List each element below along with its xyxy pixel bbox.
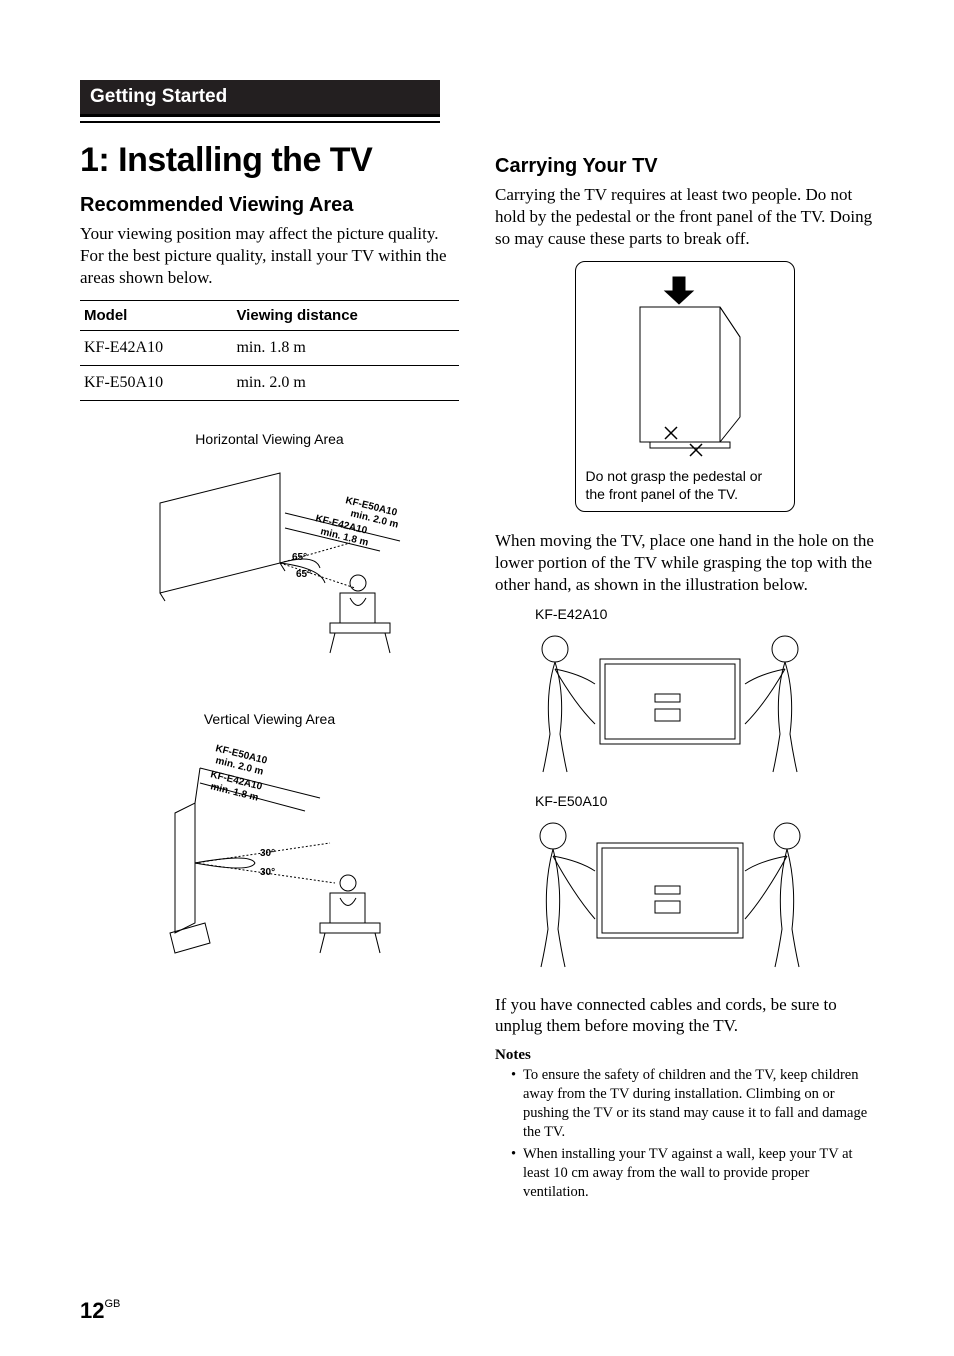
carry-body-2: When moving the TV, place one hand in th… [495,530,874,595]
table-row: KF-E42A10 min. 1.8 m [80,331,459,366]
table-row: KF-E50A10 min. 2.0 m [80,366,459,401]
warning-box: Do not grasp the pedestal or the front p… [575,261,795,512]
page-number: 12GB [80,1298,120,1324]
carry-svg-50 [525,811,815,971]
carry-body-1: Carrying the TV requires at least two pe… [495,184,874,249]
horizontal-caption: Horizontal Viewing Area [195,431,343,447]
angle-v-1: 30° [260,848,275,859]
cell-dist: min. 2.0 m [232,366,459,401]
page-region: GB [104,1298,120,1310]
col-model: Model [80,301,232,331]
content-columns: 1: Installing the TV Recommended Viewing… [80,141,874,1206]
note-item: To ensure the safety of children and the… [511,1066,874,1141]
vertical-svg: KF-E50A10 min. 2.0 m KF-E42A10 min. 1.8 … [120,733,420,993]
left-column: 1: Installing the TV Recommended Viewing… [80,141,459,1206]
angle-v-2: 30° [260,867,275,878]
warning-text: Do not grasp the pedestal or the front p… [586,468,784,503]
note-item: When installing your TV against a wall, … [511,1145,874,1202]
notes-heading: Notes [495,1047,874,1064]
viewing-table: Model Viewing distance KF-E42A10 min. 1.… [80,300,459,401]
cell-model: KF-E50A10 [80,366,232,401]
vertical-diagram: Vertical Viewing Area [80,711,459,993]
section-underline [80,121,440,123]
right-column: Carrying Your TV Carrying the TV require… [495,141,874,1206]
page-num-value: 12 [80,1298,104,1323]
recommended-heading: Recommended Viewing Area [80,194,459,217]
section-header: Getting Started [80,80,440,117]
horizontal-diagram: Horizontal Viewing Area [80,431,459,683]
carry-svg-42 [525,624,815,774]
cell-model: KF-E42A10 [80,331,232,366]
horizontal-svg: KF-E50A10 min. 2.0 m KF-E42A10 min. 1.8 … [120,453,420,683]
cell-dist: min. 1.8 m [232,331,459,366]
angle-h-2: 65° [296,569,311,580]
carry-body-3: If you have connected cables and cords, … [495,994,874,1038]
model42-label: KF-E42A10 [535,606,874,622]
model50-label: KF-E50A10 [535,793,874,809]
carry-heading: Carrying Your TV [495,155,874,178]
main-title: 1: Installing the TV [80,141,459,180]
vertical-caption: Vertical Viewing Area [204,711,335,727]
col-dist: Viewing distance [232,301,459,331]
angle-h-1: 65° [292,552,307,563]
recommended-body: Your viewing position may affect the pic… [80,223,459,288]
notes-list: To ensure the safety of children and the… [495,1066,874,1202]
warning-svg [605,272,765,462]
